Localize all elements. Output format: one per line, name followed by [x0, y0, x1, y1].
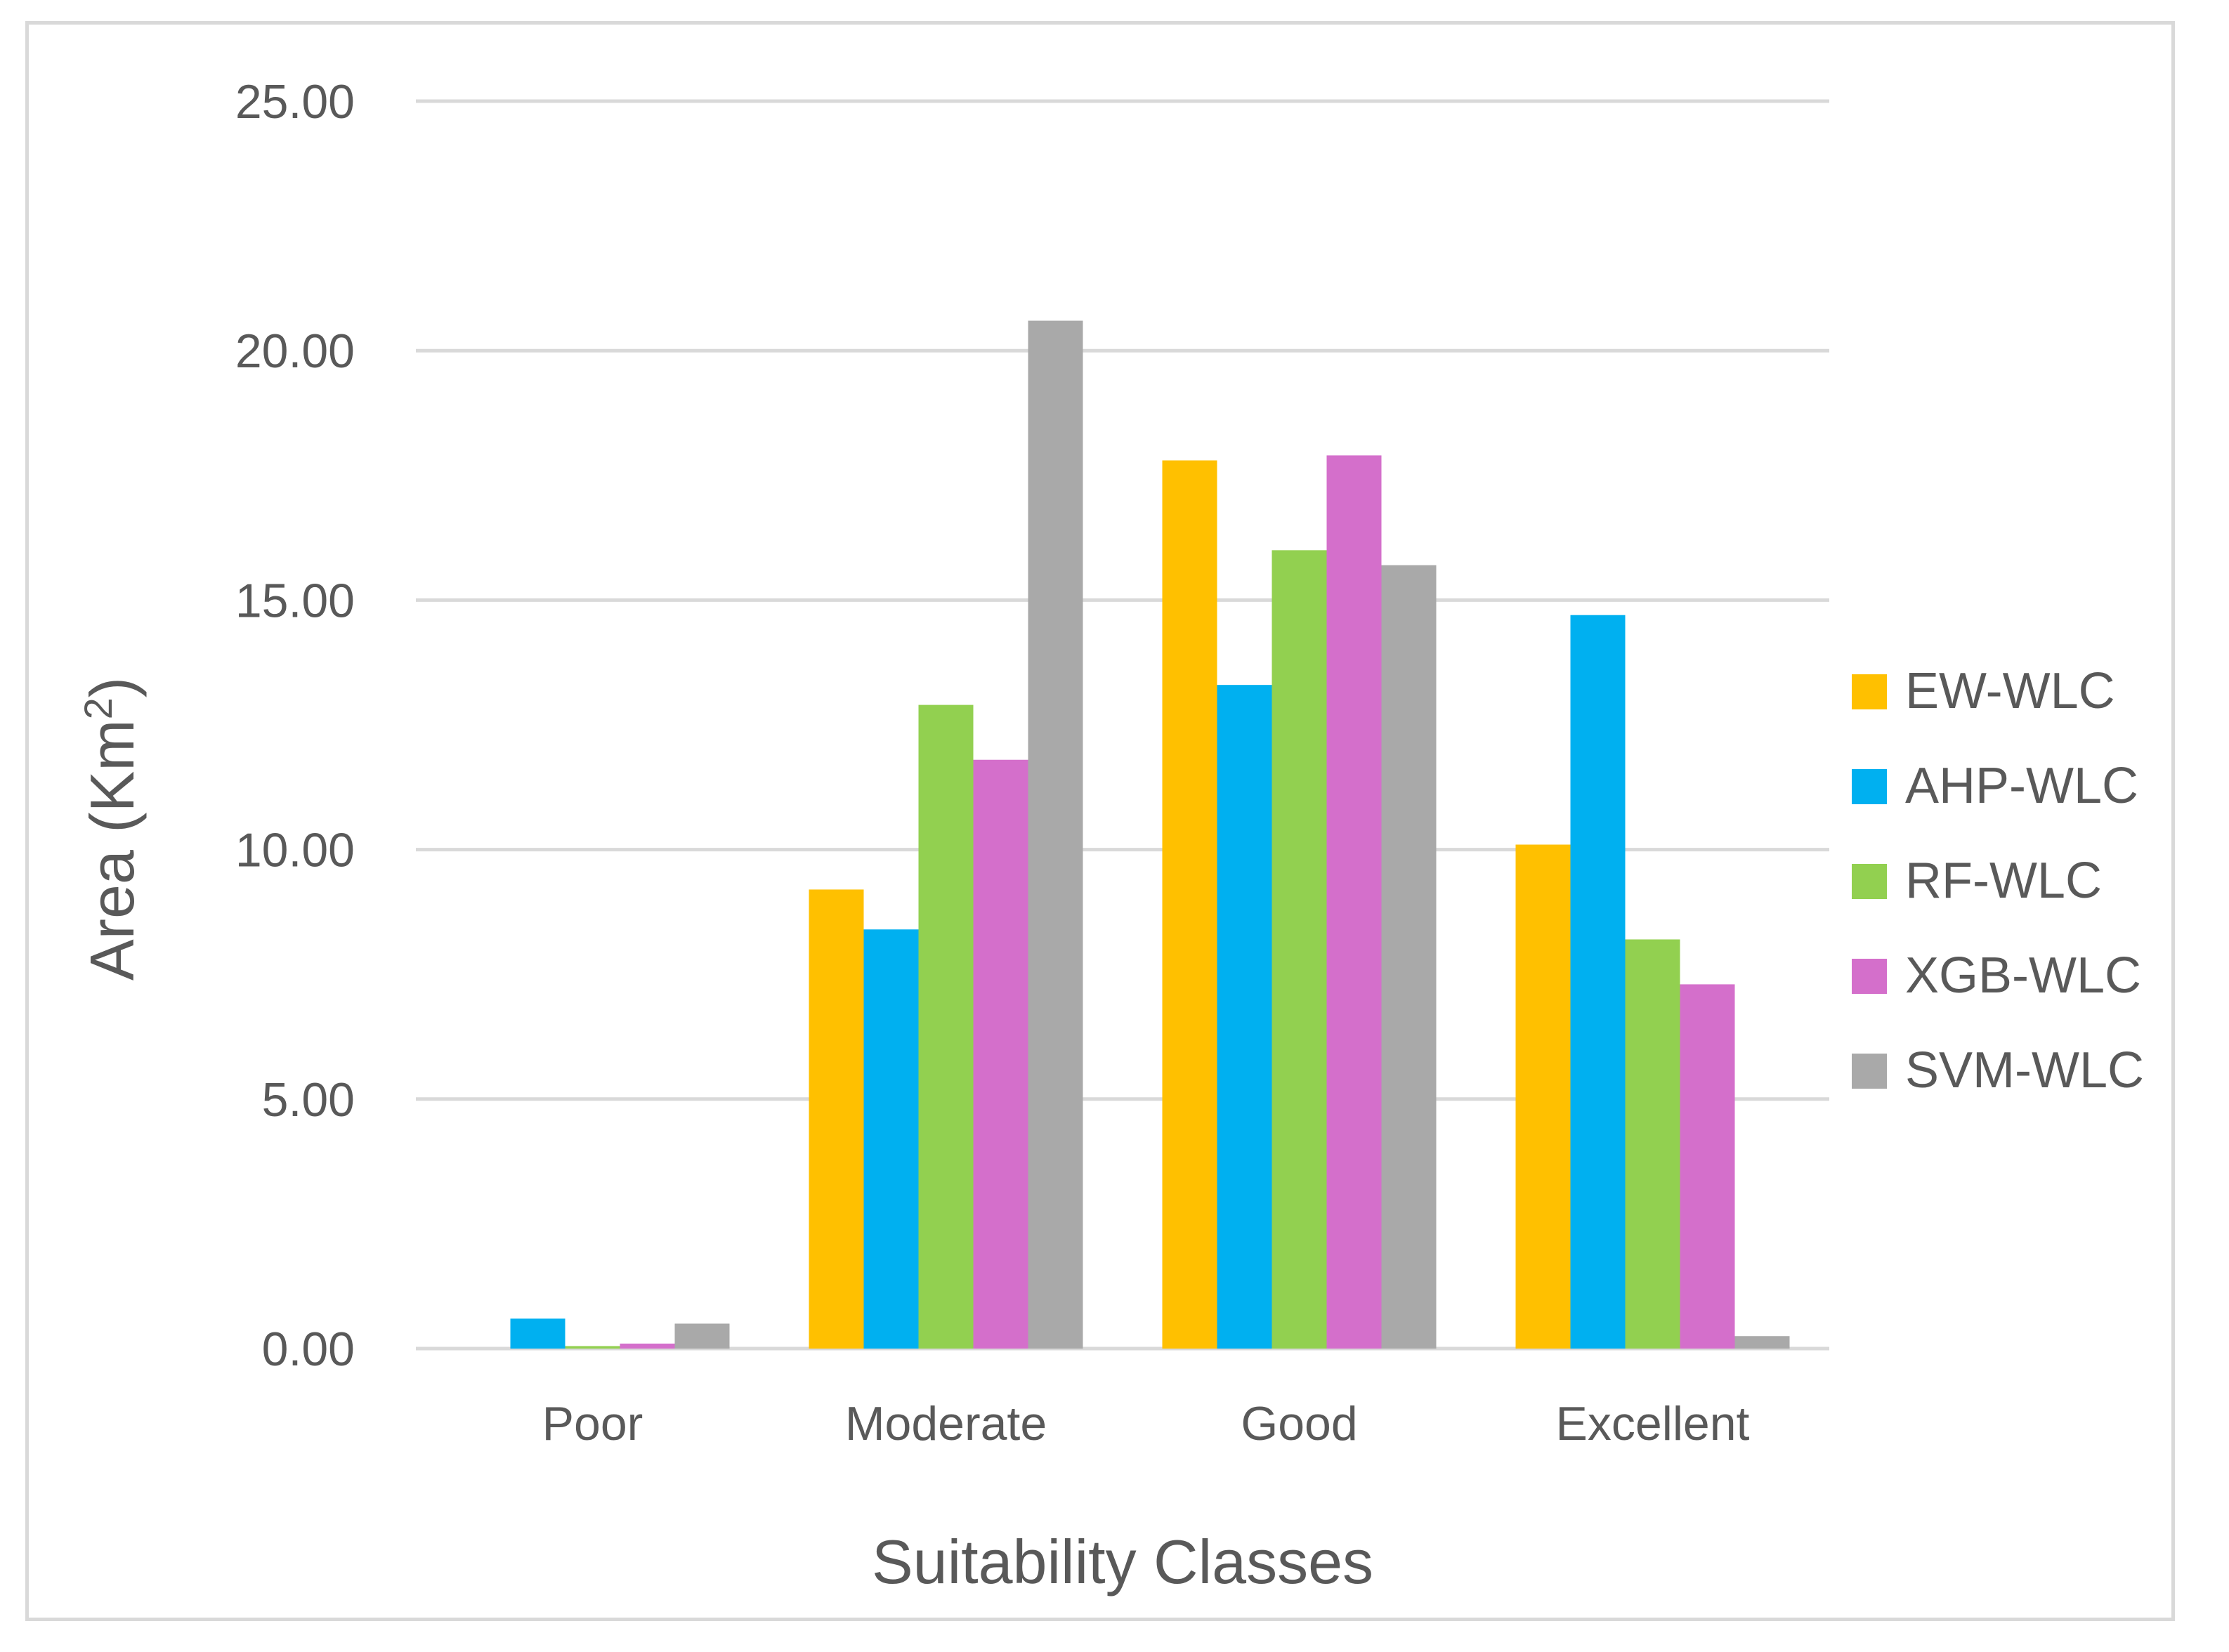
legend-label-ew-wlc: EW-WLC: [1905, 663, 2115, 719]
y-axis-title-main: Area (Km: [77, 719, 147, 981]
bar-svm-wlc-excellent: [1734, 1336, 1790, 1349]
y-tick-label: 5.00: [262, 1073, 355, 1127]
y-axis-title-end: ): [77, 677, 147, 697]
bar-rf-wlc-excellent: [1625, 939, 1680, 1349]
legend-swatch-rf-wlc: [1852, 864, 1887, 899]
y-tick-label: 15.00: [235, 574, 355, 627]
x-category-label: Moderate: [845, 1397, 1047, 1450]
bar-svm-wlc-poor: [674, 1323, 730, 1349]
y-tick-label: 25.00: [235, 75, 355, 129]
legend-label-svm-wlc: SVM-WLC: [1905, 1042, 2144, 1099]
legend-label-rf-wlc: RF-WLC: [1905, 853, 2102, 909]
bar-rf-wlc-poor: [565, 1346, 620, 1349]
bar-ew-wlc-good: [1162, 460, 1217, 1349]
bar-ahp-wlc-good: [1217, 685, 1272, 1349]
y-axis-ticks: 0.00 5.00 10.00 15.00 20.00 25.00: [235, 75, 355, 1376]
legend-swatch-ew-wlc: [1852, 674, 1887, 709]
x-category-label: Excellent: [1556, 1397, 1750, 1450]
bar-ew-wlc-excellent: [1515, 844, 1571, 1349]
bar-ahp-wlc-excellent: [1570, 615, 1626, 1349]
bar-rf-wlc-moderate: [918, 704, 974, 1349]
bar-ahp-wlc-poor: [510, 1318, 566, 1349]
bar-rf-wlc-good: [1272, 550, 1327, 1349]
x-axis-categories: Poor Moderate Good Excellent: [542, 1397, 1750, 1450]
bar-xgb-wlc-good: [1326, 455, 1382, 1349]
bar-xgb-wlc-poor: [620, 1343, 675, 1349]
bar-xgb-wlc-excellent: [1680, 984, 1735, 1349]
y-tick-label: 20.00: [235, 324, 355, 378]
bar-svm-wlc-good: [1381, 565, 1437, 1349]
bar-ew-wlc-moderate: [809, 889, 864, 1349]
legend: EW-WLC AHP-WLC RF-WLC XGB-WLC SVM-WLC: [1852, 663, 2144, 1099]
legend-label-xgb-wlc: XGB-WLC: [1905, 948, 2141, 1004]
chart-frame: [25, 21, 2175, 1621]
y-tick-label: 10.00: [235, 824, 355, 877]
bars: [510, 320, 1790, 1349]
y-axis-title: Area (Km2): [76, 677, 148, 981]
bar-ahp-wlc-moderate: [863, 929, 919, 1349]
x-category-label: Poor: [542, 1397, 643, 1450]
legend-swatch-ahp-wlc: [1852, 769, 1887, 804]
legend-swatch-svm-wlc: [1852, 1054, 1887, 1089]
bar-svm-wlc-moderate: [1028, 320, 1083, 1349]
legend-label-ahp-wlc: AHP-WLC: [1905, 758, 2138, 814]
legend-swatch-xgb-wlc: [1852, 959, 1887, 994]
y-tick-label: 0.00: [262, 1323, 355, 1376]
y-axis-title-superscript: 2: [76, 697, 120, 719]
bar-xgb-wlc-moderate: [973, 759, 1028, 1349]
x-category-label: Good: [1241, 1397, 1357, 1450]
x-axis-title: Suitability Classes: [872, 1527, 1373, 1597]
